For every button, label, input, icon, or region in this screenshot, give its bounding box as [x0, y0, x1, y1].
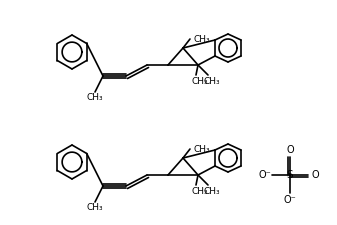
- Text: CH₃: CH₃: [193, 146, 210, 155]
- Text: O⁻: O⁻: [258, 170, 271, 180]
- Text: S: S: [287, 170, 293, 180]
- Text: CH₃: CH₃: [87, 92, 103, 101]
- Text: O: O: [286, 145, 294, 155]
- Text: CH₃: CH₃: [204, 76, 220, 86]
- Text: CH₃: CH₃: [87, 202, 103, 211]
- Text: CH₃: CH₃: [192, 187, 208, 196]
- Text: O: O: [311, 170, 319, 180]
- Text: CH₃: CH₃: [193, 36, 210, 45]
- Text: CH₃: CH₃: [204, 187, 220, 196]
- Text: CH₃: CH₃: [192, 76, 208, 86]
- Text: O⁻: O⁻: [284, 195, 296, 205]
